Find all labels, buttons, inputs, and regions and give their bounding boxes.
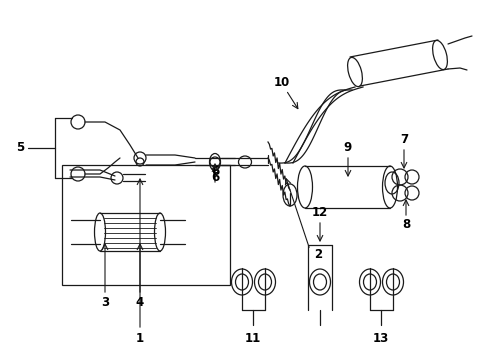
Text: 12: 12 [311, 207, 327, 220]
Text: 9: 9 [343, 141, 351, 154]
Text: 4: 4 [136, 296, 144, 309]
Text: 6: 6 [210, 166, 219, 179]
Text: 6: 6 [210, 171, 219, 184]
Text: 10: 10 [273, 76, 289, 89]
Text: 3: 3 [101, 296, 109, 309]
Text: 13: 13 [372, 332, 388, 345]
Text: 7: 7 [399, 134, 407, 147]
Circle shape [209, 157, 220, 167]
Text: 8: 8 [401, 219, 409, 231]
Text: 1: 1 [136, 332, 144, 345]
Text: 2: 2 [313, 248, 322, 261]
Text: 5: 5 [16, 141, 24, 154]
Text: 11: 11 [244, 332, 261, 345]
Bar [62, 165, 229, 285]
